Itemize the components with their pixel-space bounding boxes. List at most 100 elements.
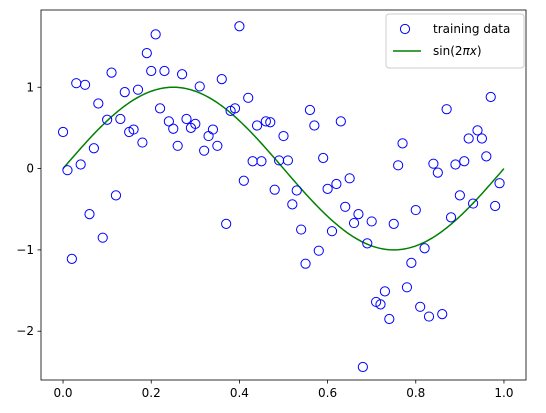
data-point xyxy=(243,92,254,103)
data-point xyxy=(340,201,351,212)
data-point xyxy=(326,226,338,237)
legend-label-sin-suffix: ) xyxy=(477,44,482,58)
data-point xyxy=(335,116,346,127)
data-point xyxy=(172,140,183,151)
x-tick-label: 0.2 xyxy=(142,386,161,400)
data-point xyxy=(410,204,421,216)
data-point xyxy=(269,184,280,195)
x-tick-label: 0.4 xyxy=(230,386,249,400)
y-tick-label: −1 xyxy=(16,243,34,257)
data-point xyxy=(445,212,457,223)
data-point xyxy=(154,103,166,114)
data-point xyxy=(106,67,117,78)
data-point xyxy=(375,299,386,310)
y-tick-label: −2 xyxy=(16,324,34,338)
data-point xyxy=(265,117,276,128)
y-tick-label: 0 xyxy=(26,162,34,176)
axes: 0.0 0.2 0.4 0.6 0.8 1.0 −2 −1 0 1 xyxy=(16,9,527,400)
data-point xyxy=(490,200,501,212)
data-point xyxy=(260,116,271,127)
data-point xyxy=(318,152,329,164)
data-point xyxy=(128,124,139,135)
data-point xyxy=(419,243,430,254)
data-point xyxy=(291,185,302,196)
x-tick-label: 0.0 xyxy=(53,386,72,400)
data-point xyxy=(66,253,77,264)
data-point xyxy=(190,118,201,129)
data-point xyxy=(432,167,443,178)
data-point xyxy=(71,78,82,89)
data-point xyxy=(221,218,232,229)
data-point xyxy=(79,79,91,90)
data-point xyxy=(207,124,219,135)
data-point xyxy=(357,361,368,373)
data-point xyxy=(401,282,413,293)
data-point xyxy=(238,175,249,186)
data-point xyxy=(423,311,435,322)
data-point xyxy=(216,74,227,85)
data-point xyxy=(348,217,360,229)
x-tick-label: 0.6 xyxy=(318,386,337,400)
data-point xyxy=(203,130,214,142)
data-point xyxy=(256,156,267,167)
data-point xyxy=(234,21,245,32)
data-point xyxy=(199,145,210,156)
data-point xyxy=(119,87,130,98)
data-point xyxy=(388,218,399,229)
data-point xyxy=(472,125,483,136)
data-point xyxy=(88,143,100,154)
data-point xyxy=(282,155,294,166)
data-point xyxy=(146,65,157,77)
data-point xyxy=(296,224,307,235)
data-point xyxy=(75,159,86,170)
data-point xyxy=(309,120,320,131)
data-point xyxy=(485,91,496,103)
data-point xyxy=(141,48,152,59)
legend-frame xyxy=(385,13,525,69)
data-point xyxy=(132,84,144,95)
data-point xyxy=(366,216,377,227)
data-point xyxy=(278,130,289,142)
data-point xyxy=(397,138,408,149)
data-point xyxy=(97,232,108,243)
data-point xyxy=(415,301,426,312)
x-tick-label: 0.8 xyxy=(406,386,425,400)
data-point xyxy=(229,103,241,114)
data-point xyxy=(322,183,333,194)
data-point xyxy=(84,209,95,220)
data-point xyxy=(406,257,417,268)
data-point xyxy=(110,190,122,201)
data-point xyxy=(428,158,439,169)
data-point xyxy=(476,133,488,144)
data-point xyxy=(300,258,311,269)
data-point xyxy=(212,140,223,151)
data-point xyxy=(168,123,179,134)
series-line-sin xyxy=(62,86,505,251)
data-point xyxy=(304,104,316,116)
plot-area xyxy=(57,21,505,373)
data-point xyxy=(481,151,492,162)
legend: training data sin(2πx) xyxy=(385,13,525,69)
data-point xyxy=(137,137,148,148)
legend-label-training-data: training data xyxy=(433,22,510,36)
data-point xyxy=(176,69,188,80)
x-tick-label: 1.0 xyxy=(494,386,513,400)
data-point xyxy=(159,65,170,77)
data-point xyxy=(379,286,391,297)
y-tick-label: 1 xyxy=(26,80,34,94)
data-point xyxy=(181,113,192,125)
legend-label-sin: sin(2πx) xyxy=(433,44,482,58)
data-point xyxy=(362,238,373,249)
legend-label-sin-prefix: sin(2 xyxy=(433,44,463,58)
axes-frame xyxy=(40,9,527,381)
data-point xyxy=(247,156,258,167)
data-point xyxy=(194,81,205,92)
data-point xyxy=(437,309,448,320)
data-point xyxy=(353,209,364,220)
data-point xyxy=(393,160,404,171)
data-point xyxy=(494,178,505,189)
data-point xyxy=(384,313,395,325)
data-point xyxy=(344,173,355,184)
data-point xyxy=(450,159,461,170)
